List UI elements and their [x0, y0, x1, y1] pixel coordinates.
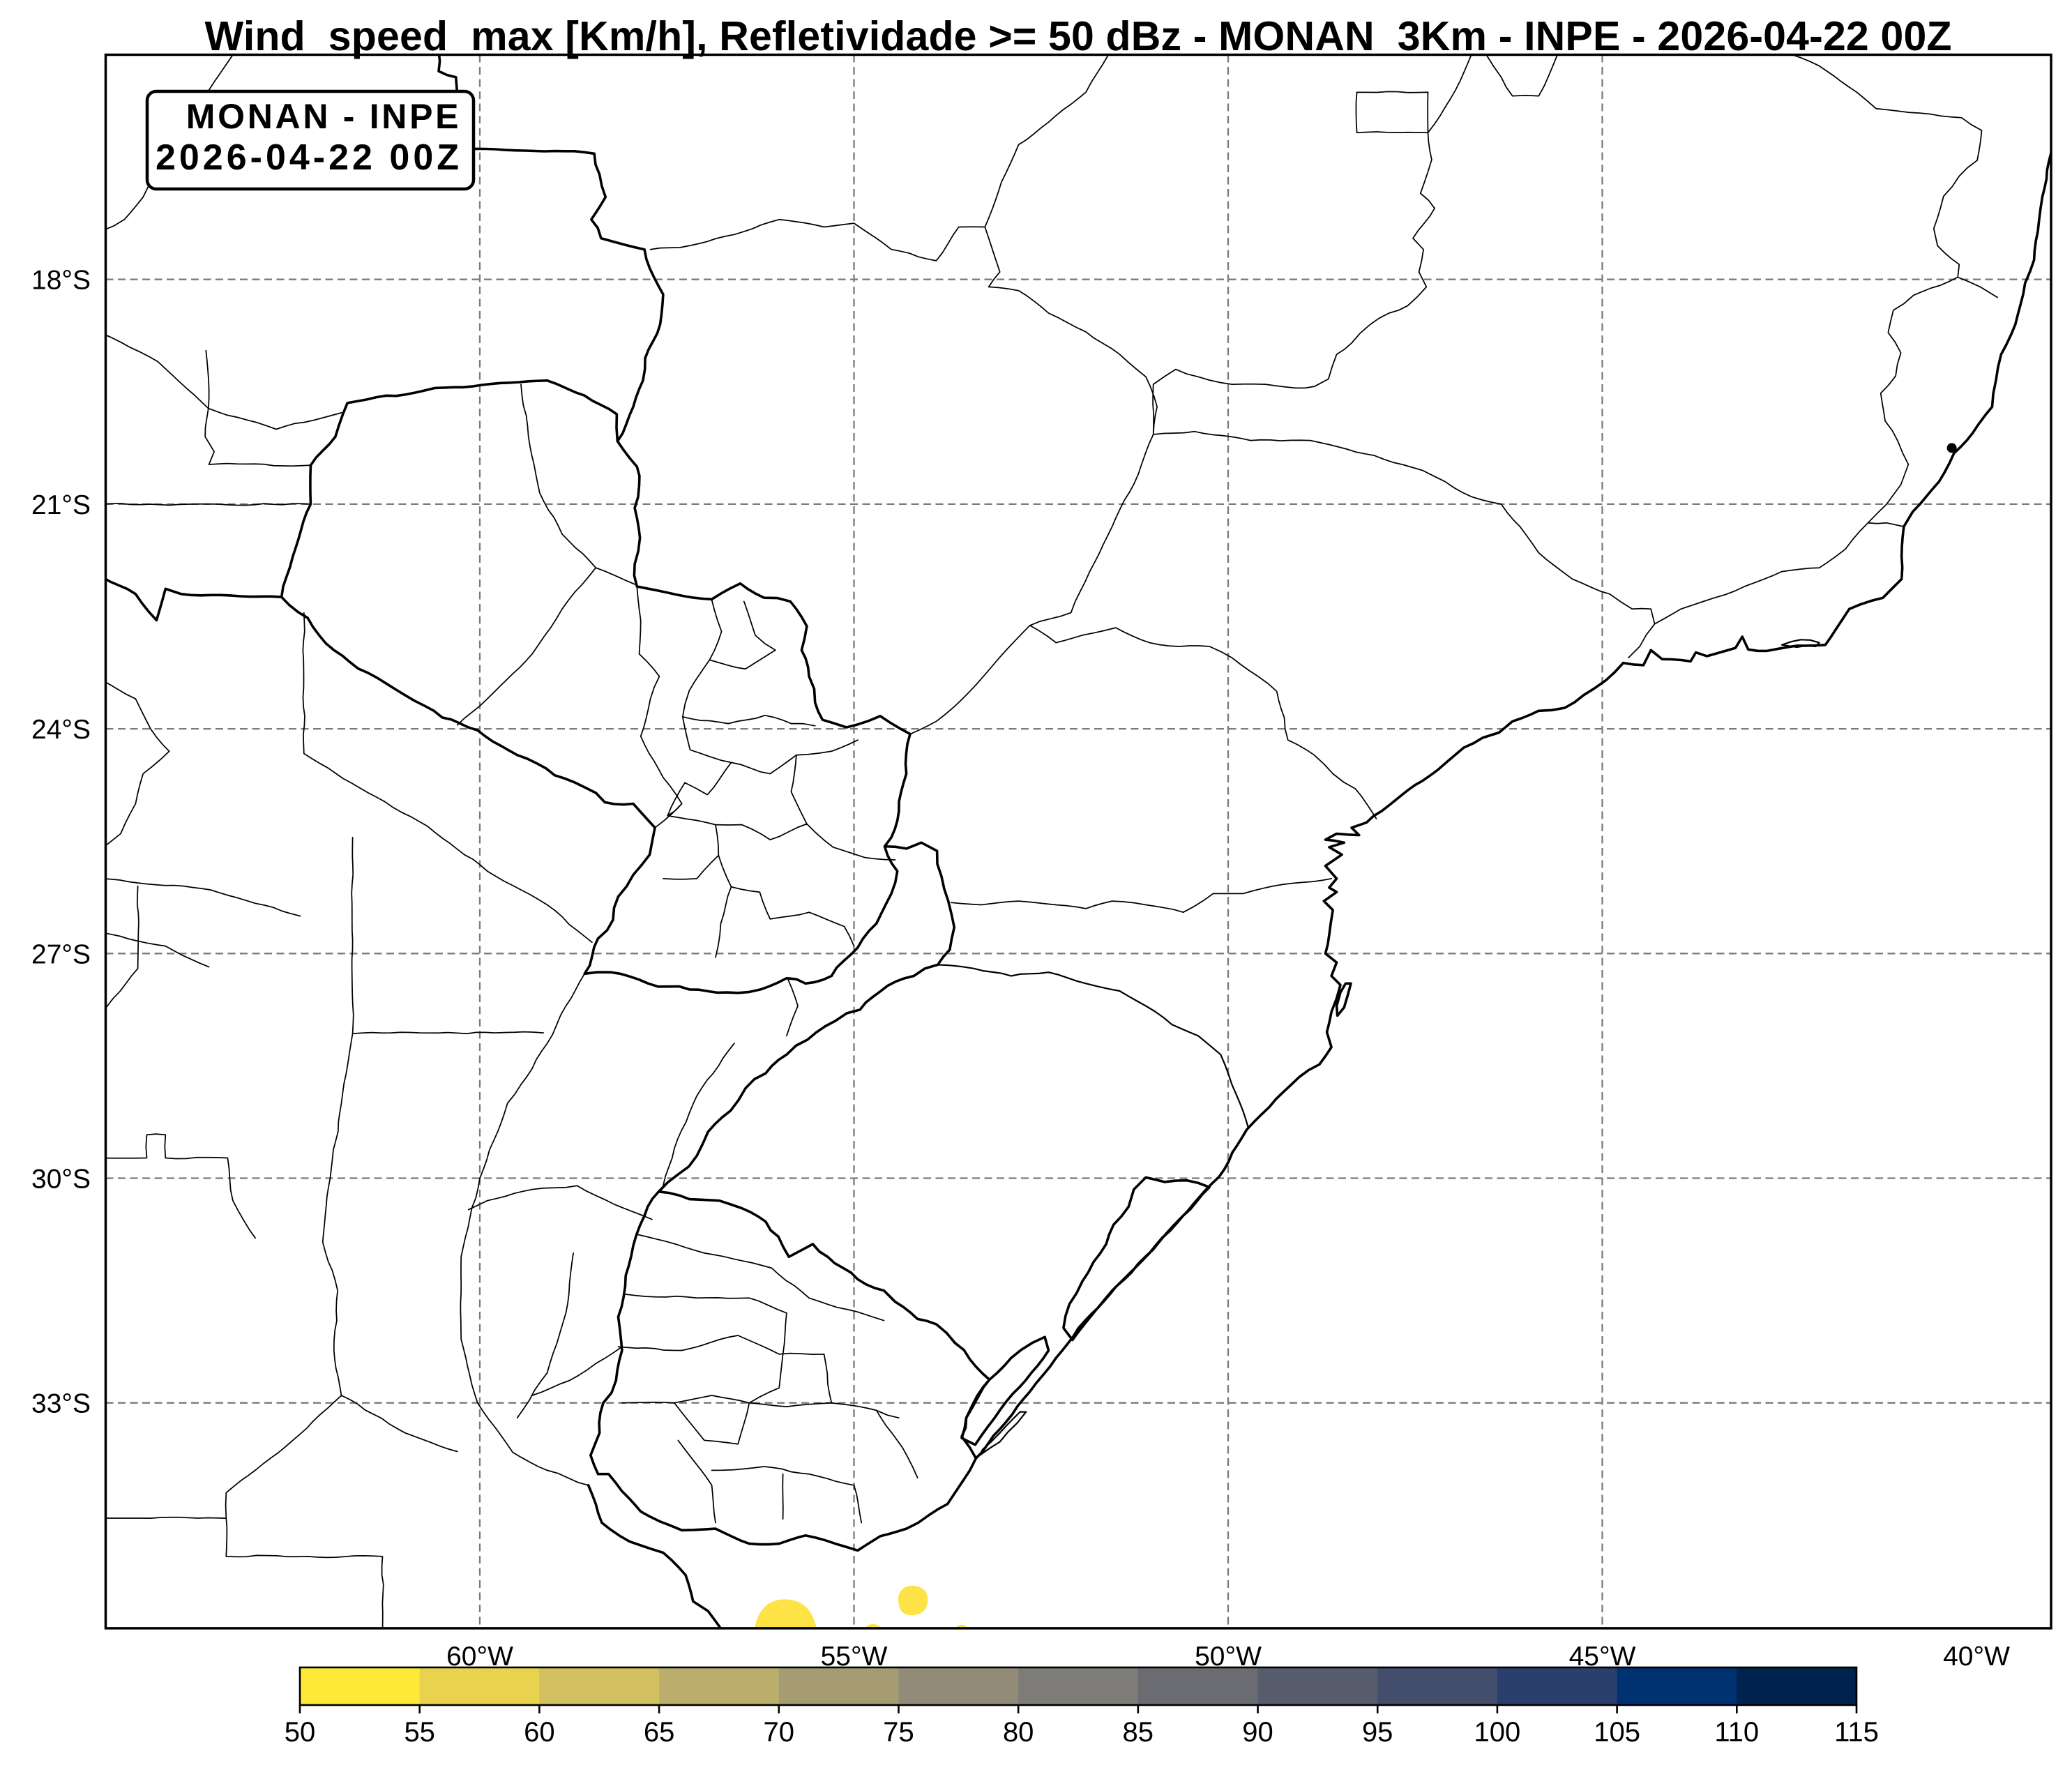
svg-text:110: 110 — [1714, 1717, 1759, 1748]
svg-text:21°S: 21°S — [31, 490, 91, 520]
svg-text:55: 55 — [404, 1717, 435, 1748]
svg-text:30°S: 30°S — [31, 1165, 91, 1195]
svg-text:90: 90 — [1242, 1717, 1273, 1748]
svg-text:75: 75 — [883, 1717, 914, 1748]
svg-text:85: 85 — [1123, 1717, 1154, 1748]
svg-text:27°S: 27°S — [31, 939, 91, 969]
svg-text:2026-04-22 00Z: 2026-04-22 00Z — [156, 137, 462, 178]
svg-text:65: 65 — [644, 1717, 675, 1748]
svg-text:95: 95 — [1362, 1717, 1393, 1748]
svg-text:70: 70 — [764, 1717, 795, 1748]
svg-text:Wind_speed_max [Km/h], Refleti: Wind_speed_max [Km/h], Refletividade >= … — [205, 13, 1952, 59]
svg-text:80: 80 — [1003, 1717, 1034, 1748]
svg-text:24°S: 24°S — [31, 715, 91, 745]
svg-text:40°W: 40°W — [1943, 1642, 2010, 1672]
svg-text:MONAN - INPE: MONAN - INPE — [186, 97, 461, 136]
svg-text:100: 100 — [1474, 1717, 1521, 1748]
svg-text:18°S: 18°S — [31, 266, 91, 296]
svg-text:115: 115 — [1834, 1717, 1879, 1748]
svg-text:60: 60 — [524, 1717, 555, 1748]
svg-text:105: 105 — [1594, 1717, 1640, 1748]
svg-text:33°S: 33°S — [31, 1389, 91, 1419]
svg-text:50: 50 — [285, 1717, 316, 1748]
